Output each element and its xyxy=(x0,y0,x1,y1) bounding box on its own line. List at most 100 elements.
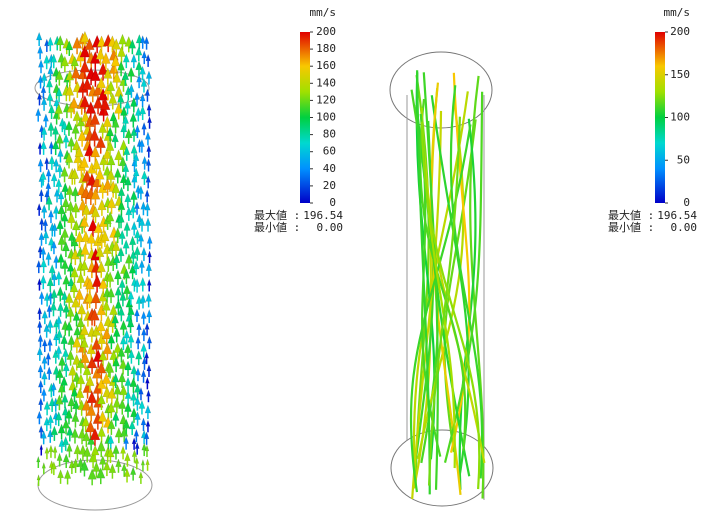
velocity-arrow xyxy=(105,139,115,151)
velocity-arrow xyxy=(145,131,151,140)
velocity-arrow xyxy=(38,231,45,240)
velocity-arrow xyxy=(52,204,60,214)
velocity-arrow xyxy=(56,368,64,378)
tick-label: 150 xyxy=(670,68,690,81)
velocity-arrow xyxy=(120,105,128,116)
velocity-arrow xyxy=(103,460,111,471)
velocity-arrow xyxy=(140,369,147,377)
velocity-arrow xyxy=(38,379,44,388)
velocity-arrow xyxy=(67,396,76,407)
velocity-arrow xyxy=(146,335,153,344)
velocity-arrow xyxy=(50,461,57,470)
velocity-arrow xyxy=(56,452,63,461)
velocity-arrow xyxy=(92,461,101,472)
velocity-arrow xyxy=(118,398,127,409)
velocity-arrow xyxy=(144,202,151,211)
velocity-arrow xyxy=(41,461,46,469)
velocity-arrow xyxy=(141,155,148,164)
velocity-arrow xyxy=(38,424,44,433)
velocity-arrow xyxy=(61,393,69,403)
velocity-arrow xyxy=(122,239,130,249)
color-bar xyxy=(300,32,310,203)
velocity-arrow xyxy=(36,31,43,41)
velocity-arrow xyxy=(51,271,58,281)
velocity-arrow xyxy=(40,258,47,268)
velocity-arrow xyxy=(119,384,128,396)
velocity-arrow xyxy=(79,156,90,168)
velocity-arrow xyxy=(109,349,118,360)
velocity-arrow xyxy=(129,377,138,387)
velocity-arrow xyxy=(134,308,140,317)
velocity-arrow xyxy=(74,145,84,158)
velocity-arrow xyxy=(146,309,153,318)
velocity-arrow xyxy=(133,428,140,437)
velocity-arrow xyxy=(124,128,133,139)
velocity-arrow xyxy=(136,213,143,223)
velocity-arrow xyxy=(76,316,85,328)
velocity-arrow xyxy=(55,133,64,144)
velocity-arrow xyxy=(137,185,144,194)
velocity-arrow xyxy=(56,219,64,230)
velocity-arrow xyxy=(65,408,73,419)
velocity-arrow xyxy=(140,310,147,319)
velocity-arrow xyxy=(87,218,99,232)
velocity-arrow xyxy=(146,103,152,111)
velocity-arrow xyxy=(38,59,44,68)
velocity-arrow xyxy=(42,218,49,226)
velocity-arrow xyxy=(134,124,141,133)
max-value: 196.54 xyxy=(303,209,343,222)
velocity-arrow xyxy=(37,306,43,314)
velocity-arrow xyxy=(50,172,58,182)
velocity-arrow xyxy=(124,99,131,109)
velocity-arrow xyxy=(47,65,54,75)
velocity-arrow xyxy=(105,271,115,282)
velocity-arrow xyxy=(85,420,96,433)
velocity-arrow xyxy=(110,54,121,67)
velocity-arrow xyxy=(123,221,131,231)
velocity-arrow xyxy=(56,34,65,46)
velocity-arrow xyxy=(117,93,125,103)
velocity-arrow xyxy=(78,444,87,455)
tick-label: 50 xyxy=(677,153,690,166)
velocity-arrow xyxy=(37,320,43,328)
velocity-arrow xyxy=(91,157,102,170)
velocity-arrow xyxy=(135,60,143,71)
velocity-arrow xyxy=(84,143,95,157)
velocity-arrow xyxy=(90,68,101,81)
velocity-arrow xyxy=(81,203,91,215)
velocity-arrow xyxy=(145,419,151,427)
min-label: 最小値 : xyxy=(254,221,300,234)
velocity-arrow xyxy=(126,317,135,328)
velocity-arrow xyxy=(128,348,135,358)
velocity-arrow xyxy=(135,46,143,56)
velocity-arrow xyxy=(39,443,44,450)
velocity-arrow xyxy=(76,373,86,385)
velocity-arrow xyxy=(144,189,150,197)
velocity-arrow xyxy=(146,389,151,397)
velocity-arrow xyxy=(57,469,64,479)
color-bar xyxy=(655,32,665,203)
velocity-arrow xyxy=(96,467,106,479)
tick-label: 180 xyxy=(316,42,336,55)
velocity-arrow xyxy=(139,65,146,75)
velocity-arrow xyxy=(60,211,69,222)
velocity-arrow xyxy=(36,346,43,356)
velocity-arrow xyxy=(80,30,90,43)
velocity-arrow xyxy=(113,384,122,395)
velocity-arrow xyxy=(45,168,52,177)
velocity-arrow xyxy=(98,277,108,289)
velocity-arrow xyxy=(39,217,45,225)
velocity-arrow xyxy=(44,156,50,165)
velocity-arrow xyxy=(107,434,115,444)
velocity-arrow xyxy=(37,364,44,373)
velocity-arrow xyxy=(119,139,128,150)
velocity-arrow xyxy=(141,50,148,59)
velocity-arrow xyxy=(46,366,53,374)
velocity-arrow xyxy=(146,364,152,372)
velocity-arrow xyxy=(143,36,150,44)
velocity-arrow xyxy=(45,78,53,88)
velocity-arrow xyxy=(140,246,148,256)
velocity-arrow xyxy=(80,243,90,255)
velocity-arrow xyxy=(57,423,66,434)
velocity-arrow xyxy=(35,107,42,116)
